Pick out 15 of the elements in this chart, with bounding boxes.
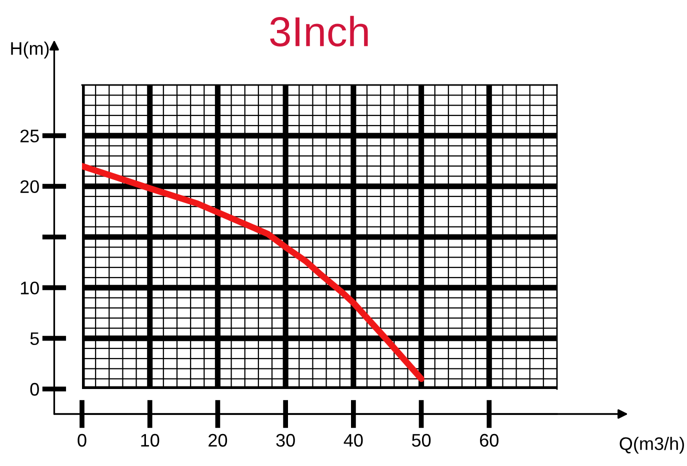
- x-tick-label: 10: [141, 434, 160, 447]
- y-axis-title: H(m): [11, 42, 49, 58]
- x-tick-label: 40: [344, 434, 363, 447]
- x-tick-label: 0: [78, 434, 86, 447]
- y-tick-label: 0: [30, 382, 39, 396]
- x-tick-label: 20: [208, 434, 228, 447]
- x-axis-title: Q(m3/h): [620, 436, 684, 454]
- x-tick-label: 30: [276, 434, 295, 447]
- chart-title: 3Inch: [270, 16, 368, 47]
- y-tick-label: 5: [30, 332, 39, 346]
- x-tick-label: 60: [480, 434, 498, 447]
- x-tick-label: 50: [412, 434, 431, 447]
- y-tick-label: 10: [20, 282, 39, 294]
- y-tick-label: 25: [20, 130, 39, 142]
- y-tick-label: 20: [20, 180, 39, 194]
